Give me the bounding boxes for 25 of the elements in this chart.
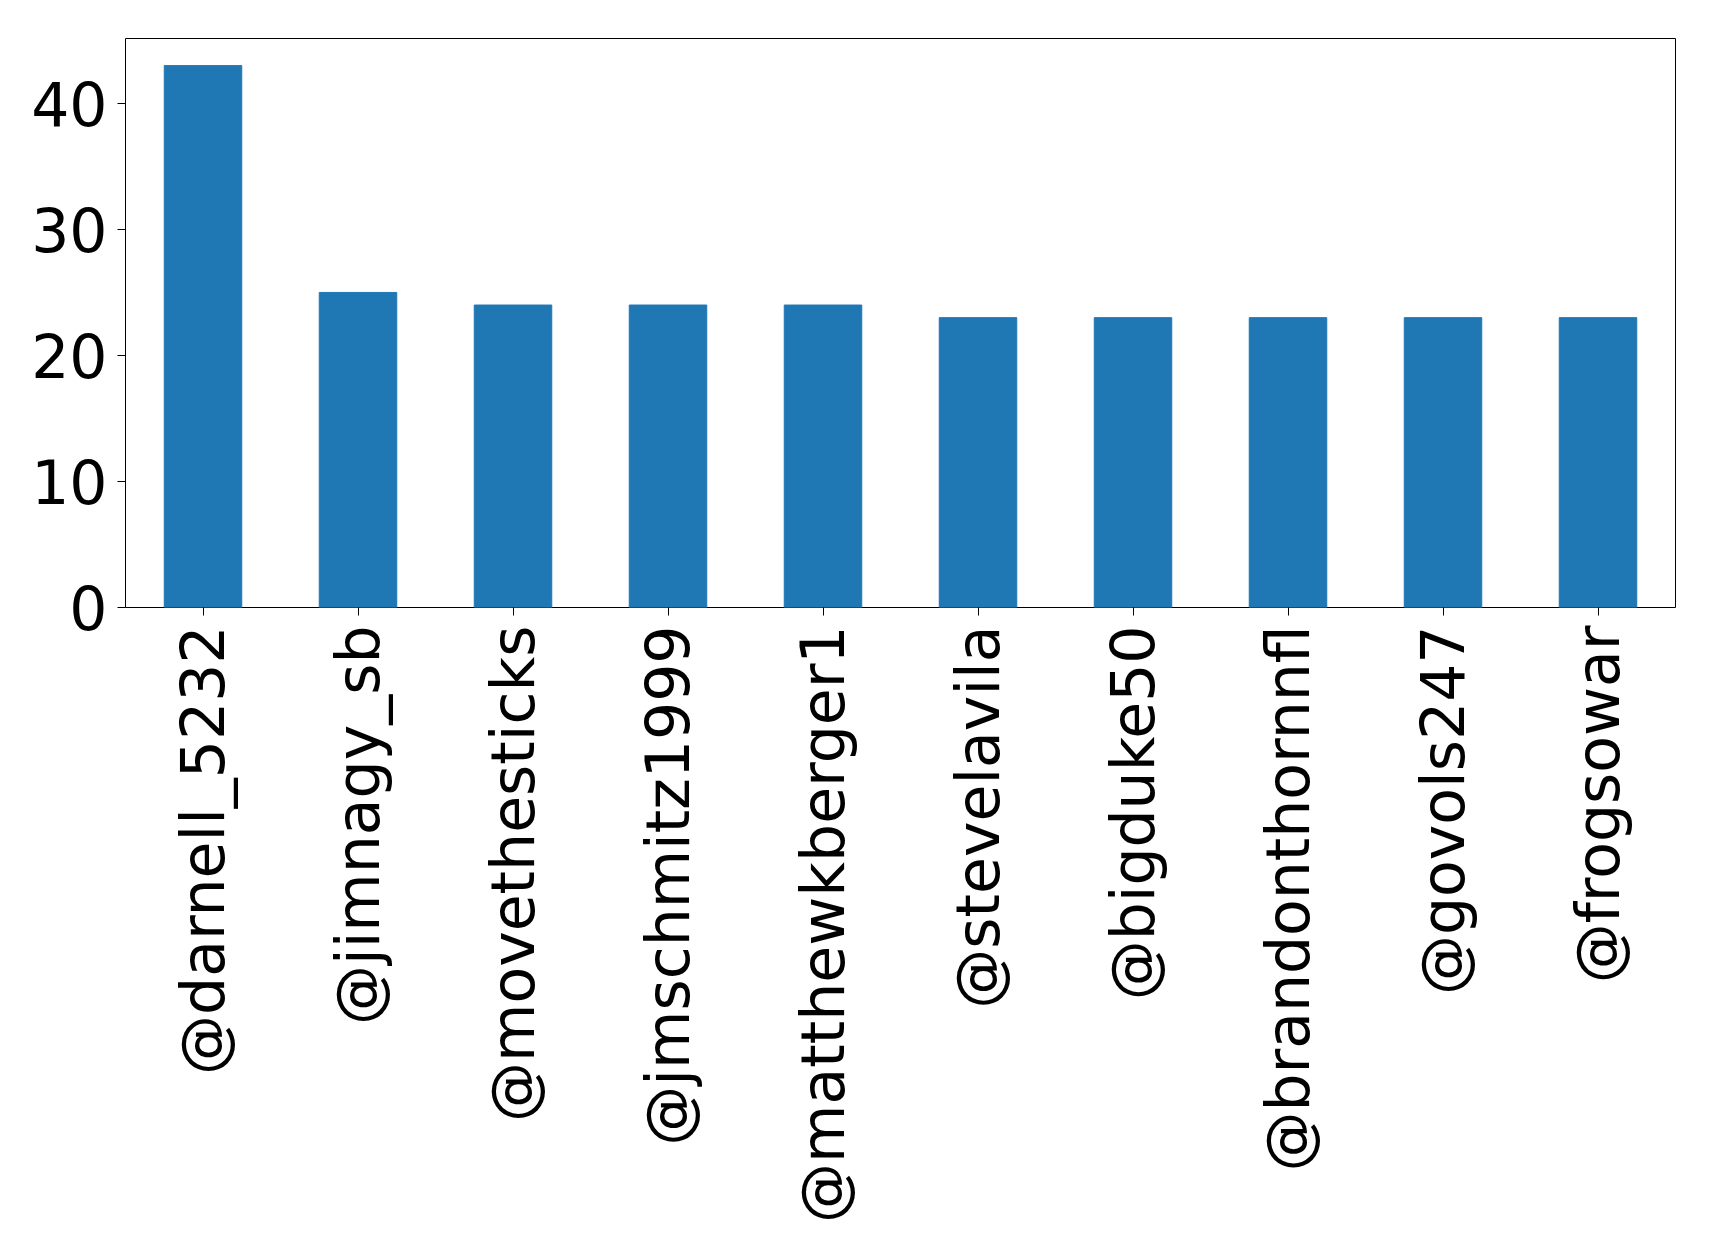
- bar: [1403, 317, 1483, 608]
- bar: [1248, 317, 1328, 608]
- x-tick-label: @darnell_5232: [168, 625, 238, 1075]
- bar: [628, 304, 708, 608]
- x-tick-label: @jimnagy_sb: [323, 625, 393, 1026]
- x-tick-label: @bigduke50: [1098, 625, 1168, 1001]
- x-tick-label: @matthewkberger1: [788, 625, 858, 1223]
- bar: [318, 291, 398, 608]
- y-tick-label: 10: [31, 447, 108, 518]
- y-tick-label: 20: [31, 321, 108, 392]
- x-tick-label: @govols247: [1408, 625, 1478, 995]
- bar: [1093, 317, 1173, 608]
- bar: [473, 304, 553, 608]
- bar: [1558, 317, 1638, 608]
- x-tick-label: @stevelavila: [943, 625, 1013, 1009]
- x-tick-label: @brandonthornnfl: [1253, 625, 1323, 1172]
- y-tick-label: 40: [31, 69, 108, 140]
- x-tick-label: @jmschmitz1999: [633, 625, 703, 1146]
- bar: [783, 304, 863, 608]
- y-tick-label: 0: [69, 574, 108, 644]
- x-tick-label: @frogsowar: [1563, 625, 1633, 984]
- y-tick-label: 30: [31, 195, 108, 266]
- x-tick-label: @movethesticks: [478, 625, 548, 1122]
- bar: [938, 317, 1018, 608]
- bar: [163, 65, 243, 608]
